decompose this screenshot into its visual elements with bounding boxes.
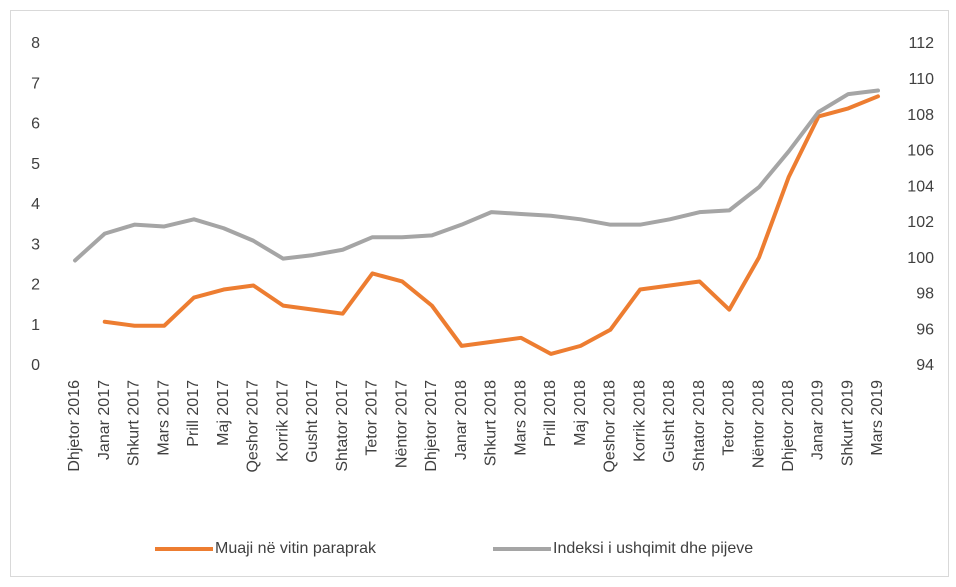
y2-tick-label: 94 [916, 357, 934, 374]
x-tick-label: Korrik 2018 [631, 380, 648, 462]
x-tick-label: Prill 2017 [185, 380, 202, 447]
legend-label: Indeksi i ushqimit dhe pijeve [553, 540, 753, 557]
y-tick-label: 7 [31, 75, 40, 92]
y-tick-label: 4 [31, 196, 40, 213]
x-tick-label: Gusht 2017 [304, 380, 321, 463]
y-tick-label: 1 [31, 317, 40, 334]
chart-border [10, 10, 949, 577]
y2-tick-label: 108 [907, 107, 934, 124]
series-line [102, 94, 880, 356]
series-line [73, 88, 880, 263]
x-tick-label: Mars 2018 [512, 380, 529, 456]
y2-tick-label: 104 [907, 178, 934, 195]
y2-tick-label: 106 [907, 143, 934, 160]
y-tick-label: 3 [31, 236, 40, 253]
x-tick-label: Qeshor 2017 [245, 380, 262, 473]
y2-tick-label: 100 [907, 250, 934, 267]
x-tick-label: Shkurt 2018 [483, 380, 500, 466]
y2-tick-label: 112 [908, 35, 934, 52]
x-tick-label: Shkurt 2019 [839, 380, 856, 466]
x-tick-label: Janar 2017 [96, 380, 113, 460]
x-tick-label: Qeshor 2018 [602, 380, 619, 473]
x-tick-label: Janar 2018 [453, 380, 470, 460]
y-tick-label: 2 [31, 277, 40, 294]
x-tick-label: Mars 2019 [869, 380, 886, 456]
x-tick-label: Nëntor 2018 [750, 380, 767, 468]
x-tick-label: Dhjetor 2017 [423, 380, 440, 472]
x-tick-label: Janar 2019 [810, 380, 827, 460]
x-tick-label: Shkurt 2017 [126, 380, 143, 466]
x-tick-label: Shtator 2017 [334, 380, 351, 472]
y-tick-label: 6 [31, 116, 40, 133]
x-tick-label: Shtator 2018 [691, 380, 708, 472]
y-tick-label: 0 [31, 357, 40, 374]
y2-tick-label: 98 [916, 286, 934, 303]
x-tick-label: Gusht 2018 [661, 380, 678, 463]
x-tick-label: Tetor 2018 [721, 380, 738, 456]
x-tick-label: Maj 2017 [215, 380, 232, 446]
x-tick-label: Dhjetor 2016 [66, 380, 83, 472]
x-tick-label: Nëntor 2017 [393, 380, 410, 468]
x-tick-label: Mars 2017 [155, 380, 172, 456]
legend-label: Muaji në vitin paraprak [215, 540, 377, 557]
y-tick-label: 5 [31, 156, 40, 173]
x-tick-label: Tetor 2017 [364, 380, 381, 456]
x-tick-label: Maj 2018 [572, 380, 589, 446]
x-tick-label: Korrik 2017 [274, 380, 291, 462]
x-tick-label: Prill 2018 [542, 380, 559, 447]
x-tick-label: Dhjetor 2018 [780, 380, 797, 472]
y-tick-label: 8 [31, 35, 40, 52]
y2-tick-label: 96 [916, 321, 934, 338]
y2-tick-label: 102 [907, 214, 934, 231]
y2-tick-label: 110 [908, 71, 934, 88]
